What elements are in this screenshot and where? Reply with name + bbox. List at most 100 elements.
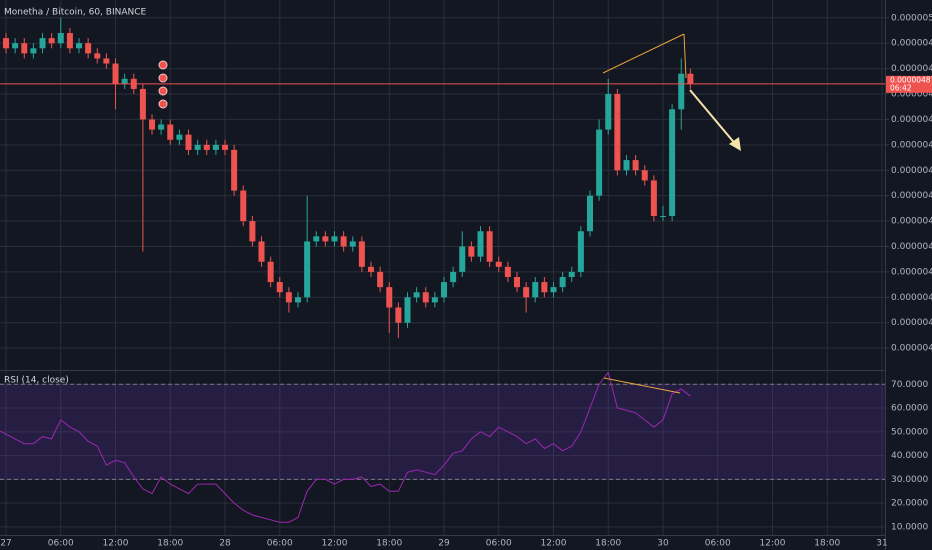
candle-body	[614, 94, 621, 171]
trend-line	[683, 33, 687, 79]
candle-body	[112, 63, 119, 84]
candle-body	[121, 78, 128, 84]
x-tick-label: 06:00	[705, 539, 731, 549]
rsi-band-fill	[0, 384, 885, 480]
marks	[0, 17, 885, 523]
y-tick-label: 40.0000	[891, 451, 928, 461]
candle-body	[669, 109, 676, 217]
candle-body	[650, 180, 657, 217]
candle-body	[295, 297, 302, 303]
candle-body	[641, 170, 648, 181]
candle-body	[48, 38, 55, 44]
candle-body	[276, 282, 283, 293]
candle-body	[541, 282, 548, 293]
rsi-title: RSI (14, close)	[4, 376, 69, 386]
x-tick-label: 18:00	[376, 539, 402, 549]
candle-body	[39, 38, 46, 49]
candle-body	[559, 276, 566, 288]
candle-body	[76, 43, 83, 49]
rsi-trend-line	[603, 377, 681, 394]
x-tick-label: 12:00	[103, 539, 129, 549]
candle-body	[349, 241, 356, 247]
candle-body	[386, 287, 393, 308]
x-tick-label: 30	[657, 539, 669, 549]
candle-body	[212, 144, 219, 150]
y-tick-label: 0.00000500	[891, 13, 932, 23]
last-price-box	[886, 75, 932, 93]
last-price-label: 0.00000487	[890, 75, 932, 84]
candle-body	[30, 48, 37, 54]
signal-dot	[158, 99, 168, 109]
candle-body	[495, 261, 502, 267]
candle-body	[514, 276, 521, 288]
y-tick-label: 0.00000460	[891, 217, 932, 227]
trend-line	[602, 33, 685, 74]
candle-body	[358, 241, 365, 267]
candle-body	[678, 73, 685, 110]
y-tick-label: 0.00000445	[891, 293, 932, 303]
y-tick-label: 0.00000475	[891, 140, 932, 150]
y-tick-label: 0.00000480	[891, 115, 932, 125]
candle-body	[258, 241, 265, 262]
candle-body	[413, 292, 420, 298]
candle-body	[249, 221, 256, 242]
candle-body	[377, 271, 384, 288]
candle-body	[459, 246, 466, 272]
arrow	[689, 89, 738, 147]
x-tick-label: 06:00	[48, 539, 74, 549]
y-tick-label: 0.00000490	[891, 64, 932, 74]
x-tick-label: 27	[0, 539, 11, 549]
candle-body	[167, 124, 174, 140]
signal-dot	[158, 86, 168, 96]
candle-body	[240, 190, 247, 222]
y-tick-label: 0.00000440	[891, 318, 932, 328]
candle-body	[523, 287, 530, 298]
candle-body	[687, 73, 694, 84]
signal-dot	[158, 60, 168, 70]
candle-body	[587, 195, 593, 232]
y-tick-label: 0.00000455	[891, 242, 932, 252]
candle-body	[149, 119, 156, 130]
candle-body	[431, 297, 438, 303]
candle-body	[340, 236, 347, 247]
arrow-head	[729, 137, 741, 151]
candle-body	[12, 43, 19, 49]
candle-body	[21, 43, 28, 54]
candle-body	[504, 266, 511, 277]
x-tick-label: 12:00	[322, 539, 348, 549]
candle-body	[577, 231, 584, 272]
candle-body	[659, 216, 666, 218]
candle-body	[331, 236, 338, 242]
candle-body	[605, 94, 612, 130]
x-tick-label: 12:00	[760, 539, 786, 549]
candle-body	[422, 292, 429, 303]
candle-body	[404, 297, 411, 323]
rsi-band	[0, 383, 885, 480]
candle-body	[450, 271, 457, 283]
candle-body	[568, 271, 575, 277]
candle-body	[231, 149, 238, 191]
x-tick-label: 31	[876, 539, 887, 549]
candle-body	[313, 236, 320, 242]
y-tick-label: 20.0000	[891, 499, 928, 509]
candle-body	[185, 134, 192, 150]
candle-body	[285, 292, 292, 303]
signal-dots	[158, 60, 168, 109]
candle-body	[532, 282, 539, 298]
candle-body	[203, 144, 210, 150]
candle-body	[468, 246, 475, 257]
y-tick-label: 60.0000	[891, 404, 928, 414]
x-tick-label: 12:00	[541, 539, 567, 549]
y-tick-label: 0.00000465	[891, 191, 932, 201]
candle-body	[596, 129, 603, 196]
candle-body	[139, 88, 146, 120]
candle-body	[176, 134, 183, 140]
candle-body	[368, 266, 375, 272]
y-tick-label: 0.00000450	[891, 267, 932, 277]
countdown-label: 06:42	[890, 83, 912, 92]
x-tick-label: 06:00	[267, 539, 293, 549]
signal-dot	[158, 73, 168, 83]
